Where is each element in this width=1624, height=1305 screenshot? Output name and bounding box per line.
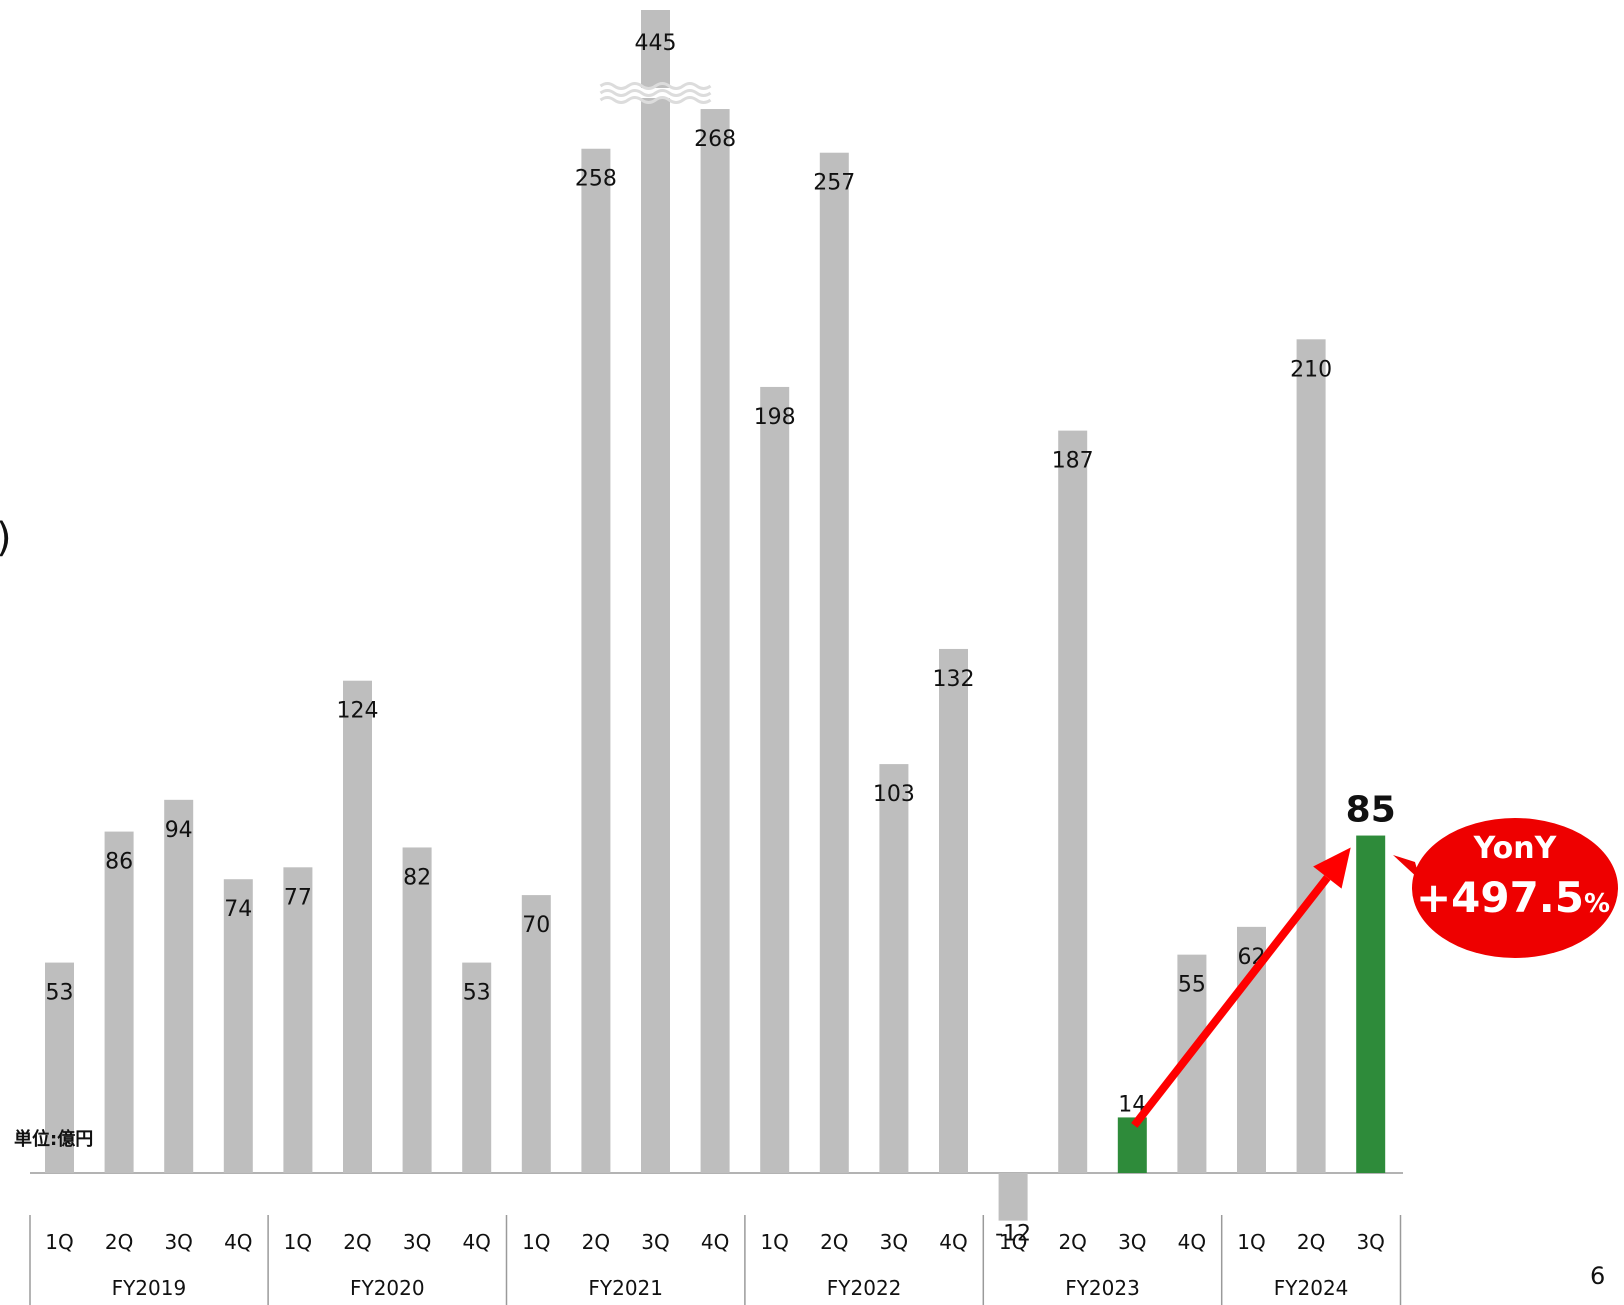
value-label: 198 bbox=[754, 405, 796, 430]
bar-fy2021-1q bbox=[521, 895, 551, 1173]
bar-fy2019-3q bbox=[164, 799, 194, 1173]
tick-label: 1Q bbox=[45, 1230, 73, 1254]
group-label: FY2024 bbox=[1274, 1276, 1349, 1300]
value-label: -12 bbox=[995, 1222, 1031, 1247]
value-label: 124 bbox=[337, 699, 379, 724]
value-label: 132 bbox=[933, 667, 975, 692]
bar-fy2020-1q bbox=[283, 867, 313, 1173]
bar-fy2022-3q bbox=[879, 764, 909, 1173]
bar-fy2024-3q bbox=[1356, 835, 1386, 1173]
axis-break-wave bbox=[599, 96, 712, 104]
group-label: FY2019 bbox=[112, 1276, 187, 1300]
value-label: 53 bbox=[46, 981, 74, 1006]
value-label: 268 bbox=[694, 127, 736, 152]
bar-fy2019-2q bbox=[104, 831, 134, 1173]
callout-percent-value: +497.5 bbox=[1416, 873, 1584, 922]
group-label: FY2023 bbox=[1065, 1276, 1140, 1300]
tick-label: 1Q bbox=[760, 1230, 788, 1254]
value-label: 258 bbox=[575, 167, 617, 192]
tick-label: 2Q bbox=[820, 1230, 848, 1254]
tick-label: 3Q bbox=[403, 1230, 431, 1254]
tick-label: 3Q bbox=[1118, 1230, 1146, 1254]
bar-fy2023-3q bbox=[1117, 1117, 1147, 1173]
value-label: 103 bbox=[873, 782, 915, 807]
tick-label: 3Q bbox=[1356, 1230, 1384, 1254]
tick-label: 4Q bbox=[224, 1230, 252, 1254]
bar-fy2021-2q bbox=[581, 148, 611, 1174]
value-label: 77 bbox=[284, 885, 312, 910]
tick-label: 4Q bbox=[462, 1230, 490, 1254]
value-label: 82 bbox=[403, 865, 431, 890]
group-label: FY2021 bbox=[588, 1276, 663, 1300]
bar-fy2019-1q bbox=[45, 962, 74, 1173]
bar-fy2022-1q bbox=[760, 386, 790, 1173]
bar-fy2021-4q bbox=[700, 109, 730, 1173]
value-label: 70 bbox=[522, 913, 550, 938]
tick-label: 2Q bbox=[343, 1230, 371, 1254]
value-label: 74 bbox=[224, 897, 252, 922]
value-label: 55 bbox=[1178, 973, 1206, 998]
callout-percent-sign: % bbox=[1584, 889, 1610, 919]
value-label: 257 bbox=[813, 171, 855, 196]
tick-label: 2Q bbox=[582, 1230, 610, 1254]
bar-fy2022-2q bbox=[819, 152, 849, 1173]
bar-fy2023-2q bbox=[1058, 430, 1088, 1173]
bar-fy2024-2q bbox=[1296, 339, 1326, 1173]
bar-fy2020-3q bbox=[402, 847, 432, 1173]
value-label: 187 bbox=[1052, 449, 1094, 474]
yoy-callout bbox=[1412, 818, 1618, 958]
bar-fy2020-4q bbox=[462, 962, 492, 1173]
page-number: 6 bbox=[1590, 1262, 1606, 1290]
value-label: 53 bbox=[463, 981, 491, 1006]
axis-break-wave bbox=[599, 89, 712, 97]
tick-label: 4Q bbox=[939, 1230, 967, 1254]
value-label: 445 bbox=[635, 31, 677, 56]
tick-label: 4Q bbox=[701, 1230, 729, 1254]
group-label: FY2022 bbox=[827, 1276, 902, 1300]
value-label: 85 bbox=[1346, 790, 1396, 831]
value-label: 86 bbox=[105, 850, 133, 875]
clipped-title-fragment: ) bbox=[0, 515, 12, 561]
bar-fy2021-3q bbox=[641, 10, 670, 1173]
tick-label: 1Q bbox=[1237, 1230, 1265, 1254]
tick-label: 1Q bbox=[284, 1230, 312, 1254]
callout-line2: +497.5% bbox=[1416, 873, 1610, 922]
tick-label: 2Q bbox=[105, 1230, 133, 1254]
tick-label: 3Q bbox=[164, 1230, 192, 1254]
bar-fy2022-4q bbox=[939, 648, 968, 1173]
growth-arrow-head bbox=[1313, 847, 1351, 889]
bar-fy2023-1q bbox=[998, 1173, 1028, 1221]
tick-label: 2Q bbox=[1058, 1230, 1086, 1254]
bar-fy2020-2q bbox=[343, 680, 372, 1173]
growth-arrow-shaft bbox=[1131, 875, 1331, 1128]
unit-label: 単位:億円 bbox=[14, 1128, 93, 1150]
group-label: FY2020 bbox=[350, 1276, 425, 1300]
tick-label: 1Q bbox=[522, 1230, 550, 1254]
bar-fy2019-4q bbox=[223, 879, 253, 1173]
tick-label: 2Q bbox=[1297, 1230, 1325, 1254]
axis-break-wave bbox=[599, 82, 712, 90]
value-label: 94 bbox=[165, 818, 193, 843]
tick-label: 3Q bbox=[880, 1230, 908, 1254]
tick-label: 1Q bbox=[999, 1230, 1027, 1254]
tick-label: 3Q bbox=[641, 1230, 669, 1254]
value-label: 210 bbox=[1290, 357, 1332, 382]
callout-line1: YonY bbox=[1473, 831, 1558, 866]
tick-label: 4Q bbox=[1178, 1230, 1206, 1254]
callout-pointer bbox=[1393, 855, 1420, 880]
